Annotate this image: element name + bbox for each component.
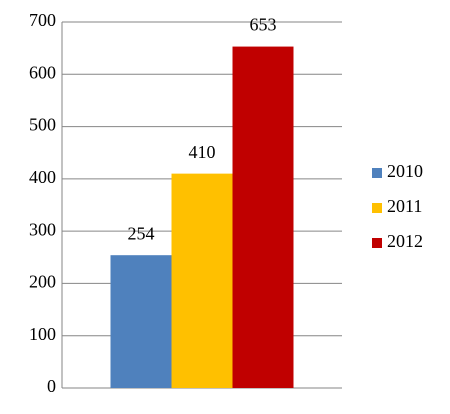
y-tick-label: 500 — [29, 115, 56, 135]
y-tick-label: 300 — [29, 219, 56, 239]
y-tick-label: 100 — [29, 324, 56, 344]
y-tick-label: 400 — [29, 167, 56, 187]
legend-swatch — [372, 203, 382, 213]
bar — [110, 255, 172, 388]
data-label: 254 — [128, 223, 155, 243]
y-tick-label: 0 — [47, 376, 56, 396]
y-tick-label: 700 — [29, 10, 56, 30]
legend-swatch — [372, 168, 382, 178]
data-label: 410 — [189, 142, 216, 162]
bar — [171, 173, 233, 388]
legend-swatch — [372, 238, 382, 248]
y-tick-label: 600 — [29, 62, 56, 82]
legend-label: 2010 — [387, 161, 423, 181]
data-label: 653 — [250, 15, 277, 35]
legend-label: 2012 — [387, 231, 423, 251]
y-tick-label: 200 — [29, 272, 56, 292]
legend-label: 2011 — [387, 196, 422, 216]
bar — [232, 46, 294, 389]
